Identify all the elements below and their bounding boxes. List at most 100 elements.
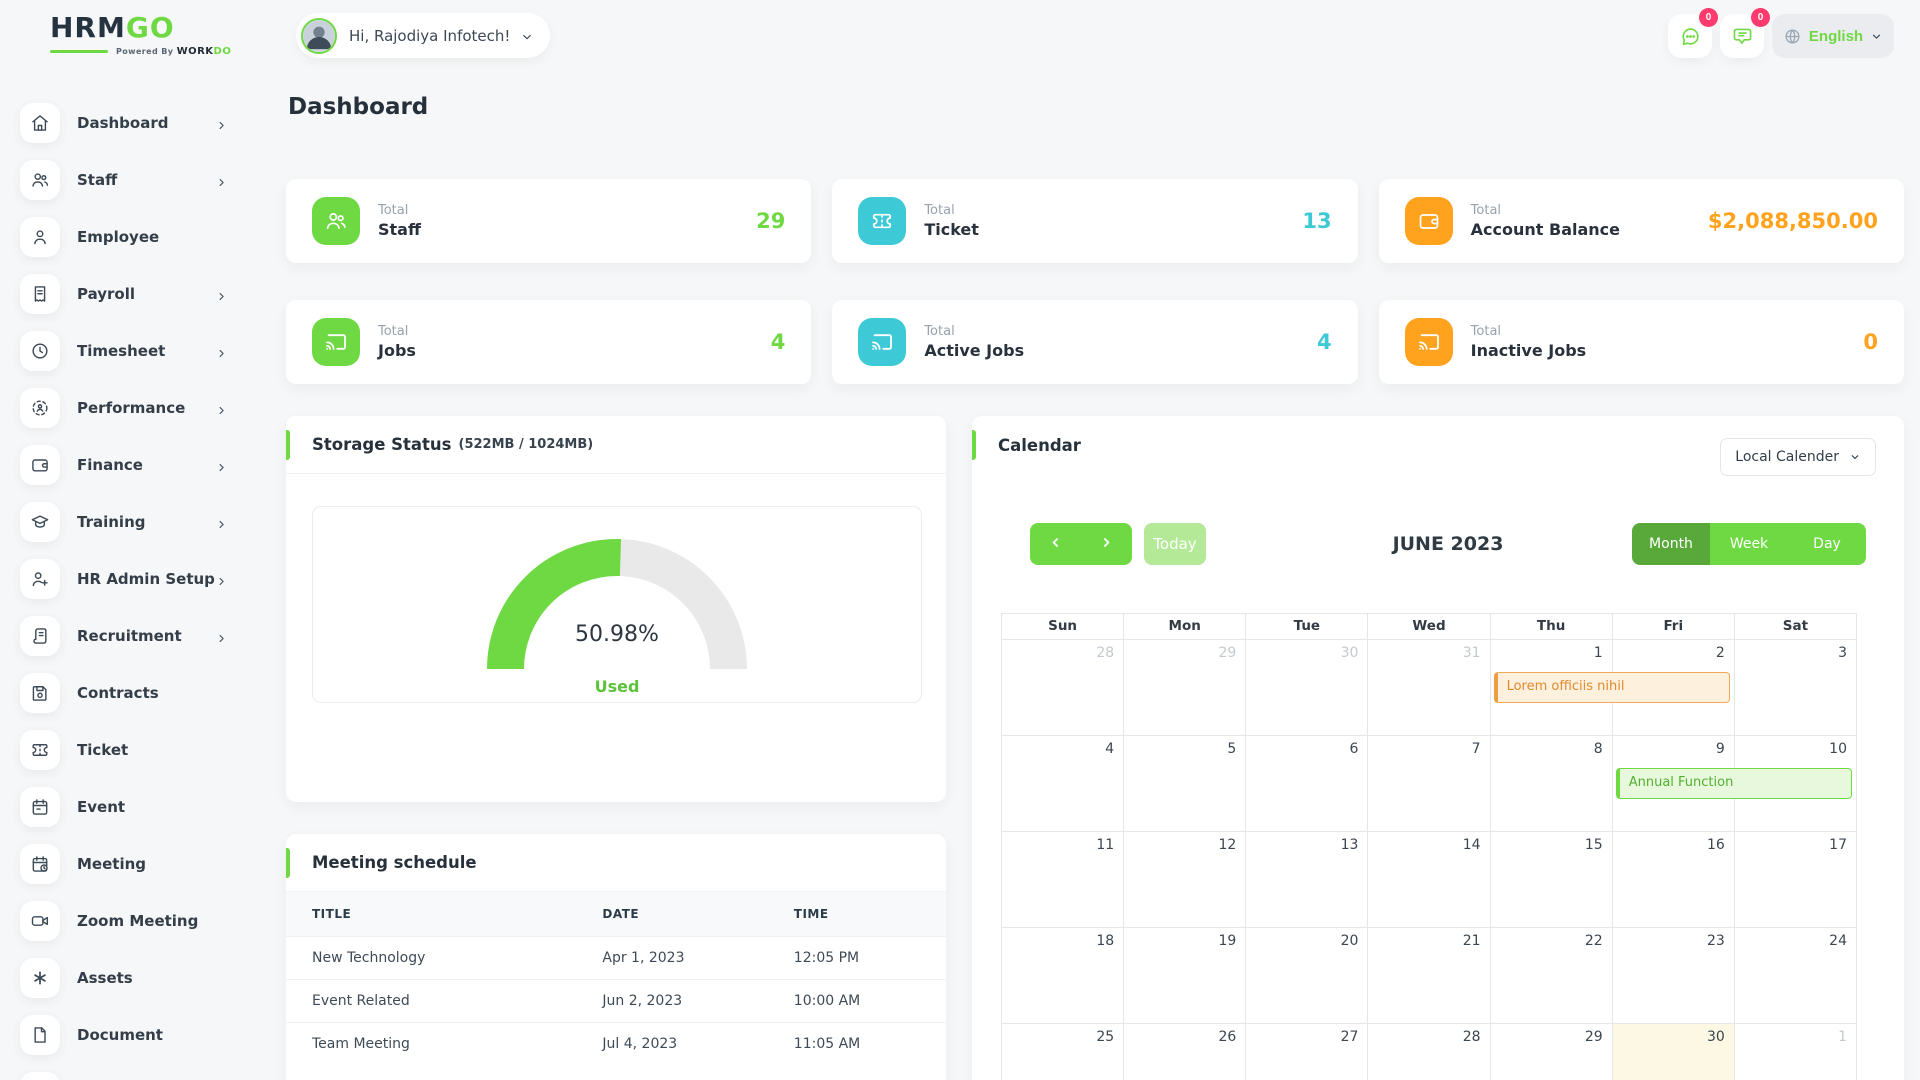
calendar-source-select[interactable]: Local Calender: [1720, 438, 1876, 476]
sidebar-item-performance[interactable]: Performance: [20, 385, 260, 431]
calendar-day[interactable]: 10: [1734, 736, 1857, 832]
sidebar-item-event[interactable]: Event: [20, 784, 260, 830]
meeting-col-date: DATE: [576, 892, 768, 937]
calendar-day[interactable]: 4: [1002, 736, 1125, 832]
calendar-day[interactable]: 16: [1612, 832, 1735, 928]
calendar-day[interactable]: 26: [1124, 1024, 1247, 1080]
calendar-day[interactable]: 21: [1368, 928, 1491, 1024]
calendar-day[interactable]: 20: [1246, 928, 1369, 1024]
users-icon: [20, 160, 60, 200]
chevron-right-icon: [215, 345, 228, 358]
calendar-day[interactable]: 8: [1490, 736, 1613, 832]
sidebar-item-employee[interactable]: Employee: [20, 214, 260, 260]
sidebar-item-zoom-meeting[interactable]: Zoom Meeting: [20, 898, 260, 944]
calendar-view-day[interactable]: Day: [1788, 523, 1866, 565]
calendar-prev-button[interactable]: [1030, 523, 1081, 565]
stat-card-text: Total Account Balance: [1471, 203, 1620, 239]
calendar-day[interactable]: 7: [1368, 736, 1491, 832]
calendar-day[interactable]: 14: [1368, 832, 1491, 928]
sidebar-item-label: Meeting: [77, 855, 147, 873]
save-icon: [20, 673, 60, 713]
calendar-day[interactable]: 27: [1246, 1024, 1369, 1080]
calendar-icon: [20, 787, 60, 827]
brand-tagline: Powered By WORKDO: [50, 46, 231, 57]
brand-logo[interactable]: HRMGO Powered By WORKDO: [50, 14, 231, 57]
sidebar-item-label: Staff: [77, 171, 118, 189]
language-selector[interactable]: English: [1772, 14, 1894, 58]
chevron-right-icon: [215, 516, 228, 529]
calendar-day[interactable]: 6: [1246, 736, 1369, 832]
calendar-day[interactable]: 12: [1124, 832, 1247, 928]
calendar-event-annual-function[interactable]: Annual Function: [1615, 768, 1852, 799]
stat-label: Active Jobs: [924, 341, 1025, 360]
sidebar-item-recruitment[interactable]: Recruitment: [20, 613, 260, 659]
meeting-row: Team Meeting Jul 4, 2023 11:05 AM: [286, 1022, 946, 1065]
stat-value: 29: [756, 209, 786, 233]
calendar-day[interactable]: 30: [1246, 640, 1369, 736]
sidebar-item-label: Employee: [77, 228, 160, 246]
calendar-weekday-header: Sun Mon Tue Wed Thu Fri Sat: [1002, 614, 1857, 640]
sidebar-item-timesheet[interactable]: Timesheet: [20, 328, 260, 374]
calendar-day[interactable]: 3: [1734, 640, 1857, 736]
calendar-day[interactable]: 18: [1002, 928, 1125, 1024]
calendar-day[interactable]: 23: [1612, 928, 1735, 1024]
chevron-right-icon: [215, 174, 228, 187]
notifications-button[interactable]: 0: [1720, 8, 1770, 58]
sidebar-item-assets[interactable]: Assets: [20, 955, 260, 1001]
sidebar-item-ticket[interactable]: Ticket: [20, 727, 260, 773]
calendar-event-lorem-officiis-nihil[interactable]: Lorem officiis nihil: [1493, 672, 1730, 703]
stat-value: 13: [1302, 209, 1332, 233]
sidebar-item-training[interactable]: Training: [20, 499, 260, 545]
sidebar-item-meeting[interactable]: Meeting: [20, 841, 260, 887]
focus-icon: [20, 388, 60, 428]
meeting-col-title: TITLE: [286, 892, 577, 937]
sidebar-item-hr-admin-setup[interactable]: HR Admin Setup: [20, 556, 260, 602]
calendar-source-value: Local Calender: [1735, 449, 1839, 465]
calendar-day[interactable]: 13: [1246, 832, 1369, 928]
calendar-day[interactable]: 28: [1002, 640, 1125, 736]
calendar-day[interactable]: 25: [1002, 1024, 1125, 1080]
calendar-day[interactable]: 5: [1124, 736, 1247, 832]
stat-card-text: Total Active Jobs: [924, 324, 1024, 360]
calendar-next-button[interactable]: [1081, 523, 1132, 565]
sidebar-item-dashboard[interactable]: Dashboard: [20, 100, 260, 146]
storage-card-header: Storage Status (522MB / 1024MB): [286, 416, 946, 474]
calendar-view-switcher: Month Week Day: [1632, 523, 1866, 565]
meeting-table-header: TITLE DATE TIME: [286, 892, 946, 937]
sidebar-item-finance[interactable]: Finance: [20, 442, 260, 488]
sidebar-item-staff[interactable]: Staff: [20, 157, 260, 203]
sidebar-item-document[interactable]: Document: [20, 1012, 260, 1058]
user-menu[interactable]: Hi, Rajodiya Infotech!: [296, 13, 551, 58]
scroll-icon: [20, 616, 60, 656]
calendar-day[interactable]: 31: [1368, 640, 1491, 736]
calendar-view-week[interactable]: Week: [1710, 523, 1788, 565]
calendar-view-month[interactable]: Month: [1632, 523, 1710, 565]
calendar-day[interactable]: 2: [1612, 640, 1735, 736]
calendar-day[interactable]: 29: [1491, 1024, 1613, 1080]
sidebar-item-label: Assets: [77, 969, 133, 987]
sidebar-item-contracts[interactable]: Contracts: [20, 670, 260, 716]
meeting-cell: Jun 2, 2023: [576, 979, 768, 1023]
sidebar-item-company-policy[interactable]: Company Policy: [20, 1069, 260, 1080]
receipt-icon: [20, 274, 60, 314]
ticket-icon: [858, 197, 907, 245]
ticket-icon: [20, 730, 60, 770]
sidebar-item-payroll[interactable]: Payroll: [20, 271, 260, 317]
calendar-day[interactable]: 28: [1368, 1024, 1491, 1080]
messages-button[interactable]: 0: [1668, 8, 1718, 58]
calendar-day[interactable]: 22: [1490, 928, 1613, 1024]
graduation-cap-icon: [20, 502, 60, 542]
calendar-today-button[interactable]: Today: [1144, 523, 1206, 565]
calendar-day[interactable]: 17: [1734, 832, 1857, 928]
calendar-day-today[interactable]: 30: [1612, 1024, 1735, 1080]
calendar-day[interactable]: 29: [1124, 640, 1247, 736]
sidebar-item-label: Timesheet: [77, 342, 166, 360]
calendar-day[interactable]: 11: [1002, 832, 1125, 928]
wallet-icon: [20, 445, 60, 485]
calendar-day[interactable]: 15: [1490, 832, 1613, 928]
calendar-day[interactable]: 24: [1734, 928, 1857, 1024]
meeting-cell: Jul 4, 2023: [576, 1022, 768, 1065]
calendar-day[interactable]: 19: [1124, 928, 1247, 1024]
calendar-day[interactable]: 1: [1735, 1024, 1857, 1080]
user-greeting: Hi, Rajodiya Infotech!: [349, 26, 511, 45]
